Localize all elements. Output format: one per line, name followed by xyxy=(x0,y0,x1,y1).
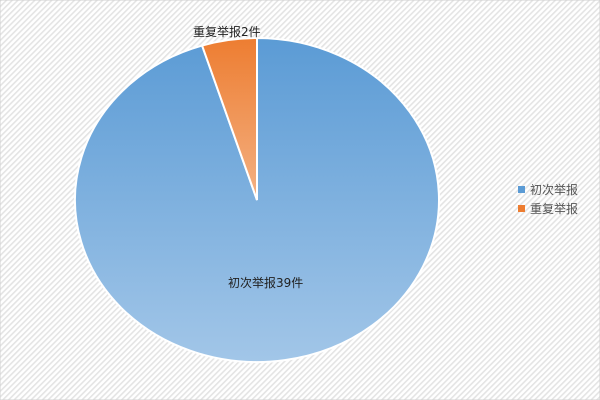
legend-swatch-first xyxy=(518,186,525,193)
pie-slice-repeat-report xyxy=(200,36,258,201)
data-label-first: 初次举报39件 xyxy=(228,275,303,290)
data-label-repeat: 重复举报2件 xyxy=(193,24,261,39)
legend: 初次举报 重复举报 xyxy=(518,182,578,216)
legend-swatch-repeat xyxy=(518,205,525,212)
legend-label-repeat: 重复举报 xyxy=(530,201,578,216)
legend-label-first: 初次举报 xyxy=(530,182,578,197)
